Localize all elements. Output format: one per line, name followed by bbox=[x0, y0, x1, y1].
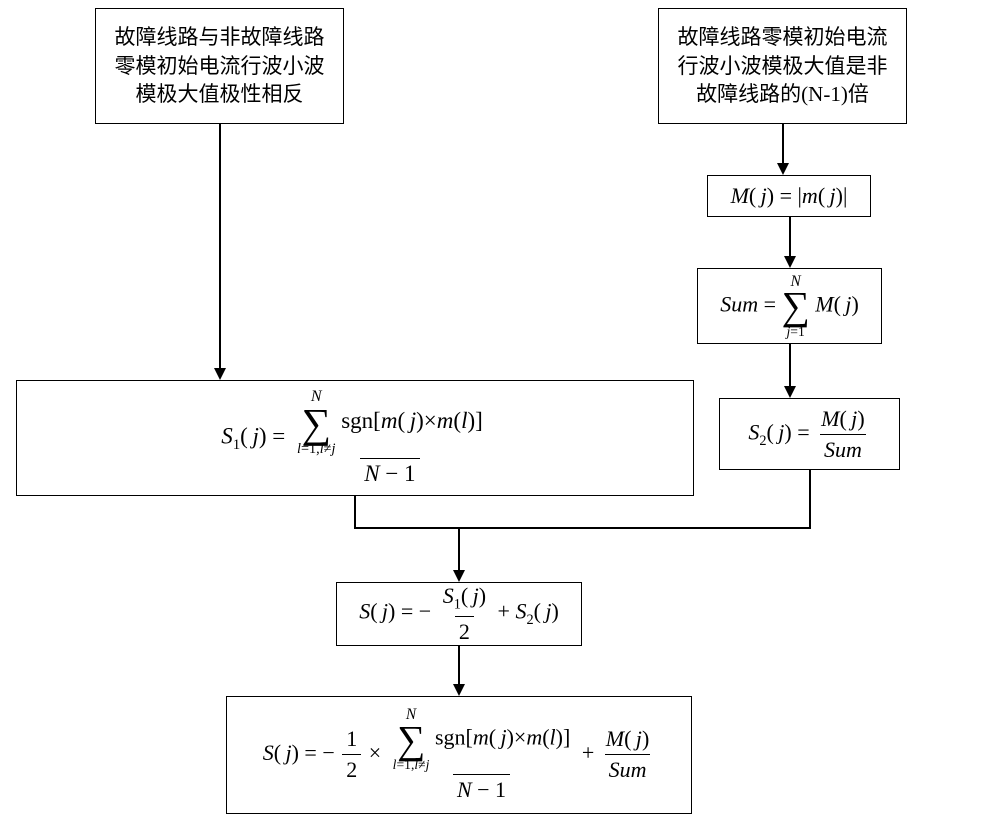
text-top-right: 故障线路零模初始电流行波小波模极大值是非故障线路的(N-1)倍 bbox=[669, 23, 896, 108]
arrow-mabs-to-sum bbox=[789, 217, 791, 256]
arrowhead-tl-to-s1 bbox=[214, 368, 226, 380]
formula-Sum: Sum = N ∑ j=1 M( j) bbox=[720, 274, 859, 339]
arrowhead-merge bbox=[453, 570, 465, 582]
arrowhead-sum-to-s2 bbox=[784, 386, 796, 398]
box-M-abs: M( j) = |m( j)| bbox=[707, 175, 871, 217]
box-S-final: S( j) = − 1 2 × N ∑ l=1,l≠j sgn[m( j)×m(… bbox=[226, 696, 692, 814]
box-S1: S1( j) = N ∑ l=1,l≠j sgn[m( j)×m(l)] N −… bbox=[16, 380, 694, 496]
arrowhead-tr-to-mabs bbox=[777, 163, 789, 175]
formula-S-final: S( j) = − 1 2 × N ∑ l=1,l≠j sgn[m( j)×m(… bbox=[263, 707, 656, 803]
arrowhead-mabs-to-sum bbox=[784, 256, 796, 268]
box-top-right: 故障线路零模初始电流行波小波模极大值是非故障线路的(N-1)倍 bbox=[658, 8, 907, 124]
arrowhead-combine-to-final bbox=[453, 684, 465, 696]
arrow-merge-down bbox=[458, 527, 460, 570]
formula-S2: S2( j) = M( j) Sum bbox=[748, 406, 870, 463]
formula-S-combine: S( j) = − S1( j) 2 + S2( j) bbox=[359, 583, 559, 644]
box-S-combine: S( j) = − S1( j) 2 + S2( j) bbox=[336, 582, 582, 646]
text-top-left: 故障线路与非故障线路零模初始电流行波小波模极大值极性相反 bbox=[106, 23, 333, 108]
arrow-sum-to-s2 bbox=[789, 344, 791, 386]
formula-S1: S1( j) = N ∑ l=1,l≠j sgn[m( j)×m(l)] N −… bbox=[221, 389, 489, 488]
arrow-tl-to-s1 bbox=[219, 124, 221, 368]
formula-M-abs: M( j) = |m( j)| bbox=[731, 183, 848, 209]
arrow-tr-to-mabs bbox=[782, 124, 784, 163]
arrow-s1-down bbox=[354, 496, 356, 528]
arrow-s2-down bbox=[809, 470, 811, 528]
box-Sum: Sum = N ∑ j=1 M( j) bbox=[697, 268, 882, 344]
arrow-merge-horiz bbox=[354, 527, 811, 529]
box-S2: S2( j) = M( j) Sum bbox=[719, 398, 900, 470]
box-top-left: 故障线路与非故障线路零模初始电流行波小波模极大值极性相反 bbox=[95, 8, 344, 124]
arrow-combine-to-final bbox=[458, 646, 460, 684]
